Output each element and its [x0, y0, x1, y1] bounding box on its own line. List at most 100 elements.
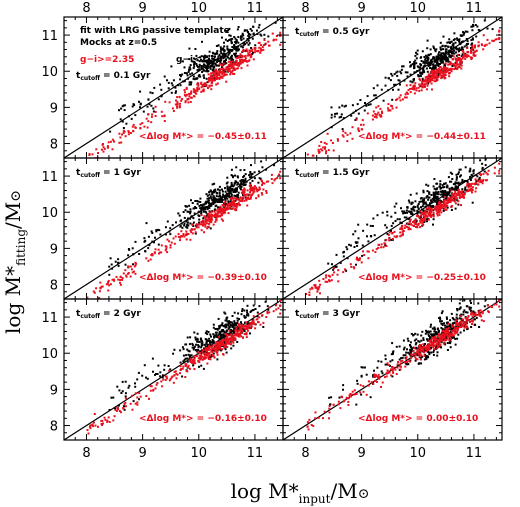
black-point: [121, 390, 124, 393]
red-point: [423, 80, 426, 83]
panel-5: tcutoff = 2 Gyr<Δlog M*> = −0.16±0.10: [63, 298, 284, 441]
red-point: [437, 206, 440, 209]
red-point: [232, 66, 235, 69]
red-point: [222, 67, 225, 70]
black-point: [111, 267, 114, 270]
black-point: [367, 240, 370, 243]
black-point: [430, 62, 433, 65]
black-point: [248, 36, 251, 39]
red-point: [230, 66, 233, 69]
red-point: [127, 131, 130, 133]
red-point: [247, 325, 250, 328]
black-point: [237, 312, 240, 315]
red-point: [139, 127, 142, 130]
black-point: [216, 50, 219, 53]
black-point: [444, 324, 446, 327]
black-point: [366, 235, 368, 238]
red-point: [229, 61, 232, 64]
red-point: [325, 150, 328, 153]
black-point: [208, 340, 210, 342]
red-point: [100, 285, 103, 288]
black-point: [246, 38, 249, 40]
black-point: [224, 60, 226, 63]
red-point: [386, 362, 389, 365]
black-point: [443, 54, 446, 57]
black-point: [431, 205, 434, 207]
black-point: [234, 195, 237, 198]
black-point: [123, 109, 126, 112]
red-point: [461, 325, 464, 328]
red-point: [220, 212, 223, 215]
red-point: [389, 109, 392, 112]
red-point: [416, 215, 419, 218]
red-point: [157, 248, 160, 251]
red-point: [201, 358, 204, 361]
black-point: [422, 209, 425, 212]
red-point: [409, 87, 412, 90]
red-point: [124, 397, 127, 400]
black-point: [191, 60, 194, 63]
black-point: [390, 72, 393, 75]
black-point: [215, 331, 218, 334]
red-point: [231, 197, 234, 200]
red-point: [445, 202, 448, 205]
red-point: [446, 335, 449, 338]
red-point: [248, 327, 251, 330]
red-point: [424, 78, 427, 81]
black-point: [346, 248, 349, 251]
red-point: [430, 344, 433, 347]
black-point: [167, 87, 170, 90]
red-point: [396, 363, 399, 366]
red-point: [413, 92, 416, 95]
red-point: [438, 202, 441, 205]
red-point: [347, 404, 350, 406]
black-point: [177, 212, 180, 215]
black-point: [117, 264, 120, 267]
red-point: [461, 193, 464, 196]
black-point: [424, 57, 427, 60]
black-point: [225, 62, 228, 65]
red-point: [228, 63, 231, 66]
black-point: [192, 217, 195, 220]
red-point: [89, 424, 92, 427]
red-point: [452, 55, 455, 58]
black-point: [423, 56, 426, 58]
red-point: [165, 377, 168, 380]
black-point: [423, 358, 426, 361]
black-point: [184, 209, 187, 212]
black-point: [426, 338, 428, 341]
black-point: [390, 353, 393, 356]
black-point: [218, 192, 221, 195]
red-point: [412, 84, 415, 87]
red-point: [436, 346, 439, 349]
black-point: [342, 251, 345, 254]
red-point: [279, 43, 282, 46]
black-point: [457, 203, 460, 206]
red-point: [139, 395, 142, 398]
black-point: [123, 104, 126, 107]
black-point: [205, 340, 208, 343]
red-point: [413, 346, 416, 349]
red-point: [261, 182, 264, 184]
black-point: [434, 195, 437, 198]
black-point: [246, 311, 249, 314]
red-point: [430, 74, 433, 77]
black-point: [195, 343, 198, 346]
red-point: [374, 113, 377, 116]
black-point: [450, 336, 453, 339]
black-point: [421, 50, 424, 53]
red-point: [91, 153, 94, 156]
red-point: [339, 407, 342, 410]
red-point: [200, 81, 203, 84]
black-point: [219, 50, 222, 53]
red-point: [426, 211, 429, 214]
black-point: [410, 210, 413, 213]
black-point: [230, 184, 233, 187]
black-point: [426, 70, 429, 73]
black-point: [239, 180, 242, 183]
red-point: [443, 207, 446, 210]
black-point: [223, 41, 225, 44]
x-tick-label-top: 8: [82, 1, 90, 16]
black-point: [440, 187, 442, 189]
black-point: [244, 43, 247, 46]
